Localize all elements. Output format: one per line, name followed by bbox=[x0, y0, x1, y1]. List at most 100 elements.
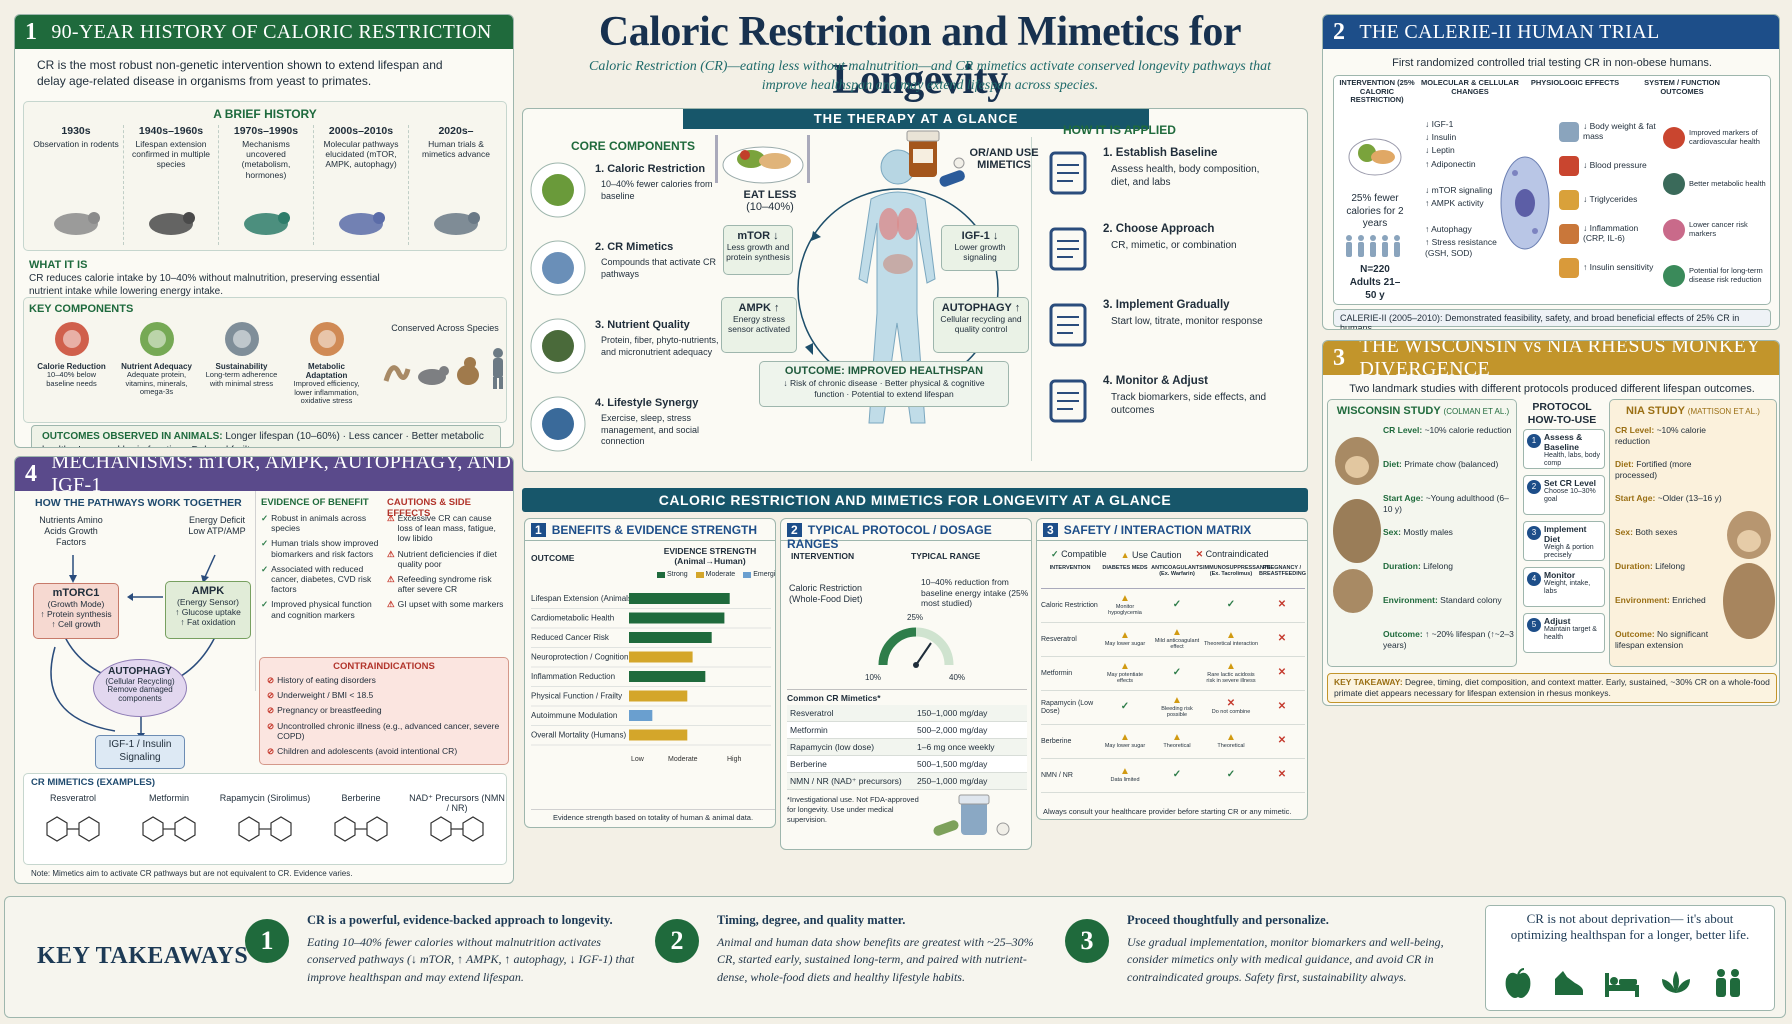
flame-icon bbox=[1559, 224, 1579, 244]
bullet-text: Uncontrolled chronic illness (e.g., adva… bbox=[277, 720, 500, 741]
bullet-text: Children and adolescents (avoid intentio… bbox=[277, 745, 458, 756]
warning-icon: ▲ bbox=[1120, 630, 1130, 642]
prohibited-icon: ⊘ bbox=[267, 705, 275, 716]
bullet-text: Refeeding syndrome risk after severe CR bbox=[397, 573, 492, 595]
matrix-cell: ✓ bbox=[1151, 770, 1203, 781]
matrix-cell: ✓ bbox=[1151, 600, 1203, 611]
protocol-step: 2 Set CR Level Choose 10–30% goal bbox=[1523, 475, 1605, 515]
history-title: A BRIEF HISTORY bbox=[213, 107, 317, 121]
applied-item: 1. Establish Baseline Assess health, body… bbox=[1037, 143, 1297, 215]
matrix-cell: ✓ bbox=[1203, 770, 1259, 781]
detail-value: Primate chow (balanced) bbox=[1404, 459, 1499, 469]
safety-footer: Always consult your healthcare provider … bbox=[1043, 807, 1292, 816]
detail-value: Lifelong bbox=[1423, 561, 1453, 571]
monkey-left-illustration bbox=[1327, 421, 1387, 624]
pill-bottle-illustration bbox=[903, 127, 973, 197]
key-title: Nutrient Adequacy bbox=[121, 362, 192, 371]
family-icon bbox=[1716, 969, 1740, 997]
dose-footnote: *Investigational use. Not FDA-approved f… bbox=[787, 795, 919, 824]
matrix-body: Caloric Restriction ▲ Monitor hypoglycemia… bbox=[1041, 589, 1305, 799]
cell-illustration bbox=[1495, 143, 1555, 266]
detail-key: Start Age: bbox=[1383, 493, 1424, 503]
matrix-row-name: Berberine bbox=[1041, 737, 1072, 745]
legend-item: Emerging bbox=[743, 571, 775, 578]
warning-icon: ⚠ bbox=[387, 599, 395, 610]
mimetics-row: Resveratrol Metformin Rapamycin (Sirolimus… bbox=[25, 787, 505, 863]
history-item: 2020s– Human trials & mimetics advance bbox=[409, 125, 503, 245]
bullet-text: Human trials show improved biomarkers an… bbox=[271, 538, 379, 559]
matrix-cell: ▲ Theoretical bbox=[1151, 733, 1203, 749]
calerie-column-headers: INTERVENTION (25% CALORIC RESTRICTION) MO… bbox=[1337, 78, 1767, 104]
step-desc: Health, labs, body comp bbox=[1544, 452, 1601, 467]
system-text: Potential for long-term disease risk red… bbox=[1689, 266, 1763, 284]
matrix-col-header: DIABETES MEDS bbox=[1102, 565, 1148, 571]
matrix-note: May potentiate effects bbox=[1106, 671, 1144, 684]
dose-list: Resveratrol 150–1,000 mg/day Metformin 500–… bbox=[787, 705, 1027, 805]
takeaway-number: 3 bbox=[1065, 919, 1109, 963]
calendar-icon bbox=[202, 319, 281, 362]
matrix-cell: ✕ bbox=[1259, 600, 1305, 611]
matrix-cell: ▲ Theoretical interaction bbox=[1203, 631, 1259, 647]
section-number: 1 bbox=[25, 18, 38, 45]
dose-name: Rapamycin (low dose) bbox=[790, 742, 875, 752]
warning-icon: ▲ bbox=[1172, 695, 1182, 707]
mimetic-name: Berberine bbox=[341, 793, 381, 803]
bullet-item: ✓ Human trials show improved biomarkers a… bbox=[261, 538, 379, 558]
gauge-max: 40% bbox=[949, 673, 966, 682]
check-icon: ✓ bbox=[1172, 667, 1182, 679]
protocol-step: 1 Assess & Baseline Health, labs, body com… bbox=[1523, 429, 1605, 469]
bar-category-label: Neuroprotection / Cognition bbox=[531, 653, 628, 662]
bullet-item: ⚠ Nutrient deficiencies if diet quality p… bbox=[387, 549, 509, 569]
matrix-note: Bleeding risk possible bbox=[1161, 705, 1193, 718]
step-number: 4 bbox=[1527, 572, 1541, 586]
matrix-cell: ▲ Bleeding risk possible bbox=[1151, 696, 1203, 718]
detail-key: Sex: bbox=[1383, 527, 1401, 537]
detail-value: Standard colony bbox=[1440, 595, 1502, 605]
matrix-header: INTERVENTION DIABETES MEDS ANTICOAGULANTS … bbox=[1041, 565, 1306, 589]
system-text: Lower cancer risk markers bbox=[1689, 220, 1748, 238]
core-item: 3. Nutrient Quality Protein, fiber, phyto… bbox=[529, 313, 719, 385]
grapes-icon bbox=[529, 317, 587, 378]
matrix-note: Theoretical bbox=[1163, 742, 1191, 749]
mimetics-title: CR MIMETICS (EXAMPLES) bbox=[31, 777, 156, 788]
history-text: Molecular pathways elucidated (mTOR, AMP… bbox=[323, 139, 399, 170]
trend-up-icon bbox=[1663, 265, 1685, 287]
matrix-cell: ✓ bbox=[1203, 600, 1259, 611]
intervention-text: 25% fewer calories for 2 years bbox=[1346, 193, 1404, 229]
applied-title: HOW IT IS APPLIED bbox=[1063, 123, 1176, 137]
protocol-step: 3 Implement Diet Weigh & portion precisely bbox=[1523, 521, 1605, 561]
bullet-item: ⚠ GI upset with some markers bbox=[387, 599, 509, 609]
protocol-panel: 2 TYPICAL PROTOCOL / DOSAGE RANGES INTERV… bbox=[780, 518, 1032, 850]
matrix-col-header: ANTICOAGULANTS (Ex. Warfarin) bbox=[1151, 565, 1203, 578]
history-text: Lifespan extension confirmed in multiple… bbox=[132, 139, 210, 170]
x-icon: ✕ bbox=[1277, 735, 1287, 747]
evidence-bar bbox=[629, 593, 730, 604]
core-desc: 10–40% fewer calories from baseline bbox=[601, 179, 713, 201]
lotus-icon bbox=[1662, 971, 1690, 993]
therapy-at-a-glance: THE THERAPY AT A GLANCE CORE COMPONENTS … bbox=[522, 108, 1308, 472]
matrix-cell: ✕ bbox=[1259, 668, 1305, 679]
detail-key: CR Level: bbox=[1383, 425, 1423, 435]
step-desc: Weigh & portion precisely bbox=[1544, 544, 1594, 559]
molecular-item: ↑ Stress resistance (GSH, SOD) bbox=[1425, 237, 1497, 258]
check-icon: ✓ bbox=[1051, 549, 1059, 559]
bar-category-label: Inflammation Reduction bbox=[531, 672, 615, 681]
dose-range: 1–6 mg once weekly bbox=[917, 742, 995, 752]
system-text: Improved markers of cardiovascular healt… bbox=[1689, 128, 1760, 146]
matrix-cell: ✕ bbox=[1259, 770, 1305, 781]
vegetables-icon bbox=[529, 161, 587, 222]
detail-key: Diet: bbox=[1383, 459, 1402, 469]
bullet-text: Underweight / BMI < 18.5 bbox=[277, 690, 374, 701]
study-detail: Duration: Lifelong bbox=[1383, 561, 1515, 595]
core-title: 4. Lifestyle Synergy bbox=[595, 397, 699, 409]
detail-value: ~Young adulthood (6–10 y) bbox=[1383, 493, 1509, 514]
legend-item: Strong bbox=[657, 571, 688, 578]
detail-key: Environment: bbox=[1383, 595, 1438, 605]
outcomes-label: OUTCOMES OBSERVED IN ANIMALS: bbox=[42, 431, 223, 442]
dose-row: NMN / NR (NAD⁺ precursors) 250–1,000 mg/d… bbox=[787, 773, 1027, 790]
key-component: Calorie Reduction 10–40% below baseline n… bbox=[29, 319, 114, 415]
mtor-box: mTOR ↓ Less growth and protein synthesis bbox=[723, 225, 793, 275]
bullet-text: Improved physical function and cognition… bbox=[271, 599, 372, 620]
check-icon: ✓ bbox=[261, 513, 269, 523]
what-text: CR reduces calorie intake by 10–40% with… bbox=[29, 273, 380, 297]
